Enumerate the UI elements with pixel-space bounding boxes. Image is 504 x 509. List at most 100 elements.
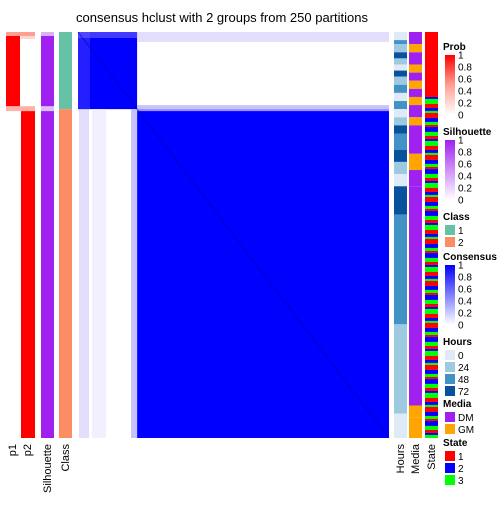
hours-legend-title: Hours (443, 337, 472, 348)
media-cell (409, 405, 422, 418)
prob-legend-tick: 0.8 (458, 63, 472, 74)
hours-legend-swatch (445, 350, 455, 360)
state-cell (425, 126, 438, 132)
state-cell (425, 425, 438, 430)
state-cell (425, 378, 438, 384)
state-cell (425, 341, 438, 346)
state-cell (425, 355, 438, 360)
track-label-silhouette: Silhouette (42, 444, 54, 493)
media-cell (409, 117, 422, 126)
consensus-legend-tick: 1 (458, 261, 464, 272)
state-cell (425, 224, 438, 230)
legend-panel: Prob10.80.60.40.20Silhouette10.80.60.40.… (443, 42, 497, 487)
state-cell (425, 275, 438, 279)
state-cell (425, 124, 438, 127)
state-cell (425, 364, 438, 370)
state-cell (425, 278, 438, 281)
media-legend-swatch (445, 424, 455, 434)
consensus-legend-colorbar (445, 265, 455, 325)
left-annotation-tracks (6, 32, 72, 438)
prob-legend-tick: 0.2 (458, 99, 472, 110)
media-cell (409, 96, 422, 106)
state-cell (425, 289, 438, 293)
state-cell (425, 390, 438, 393)
media-cell (409, 417, 422, 438)
hours-cell (394, 161, 407, 175)
state-cell (425, 299, 438, 304)
state-cell (425, 131, 438, 136)
state-cell (425, 322, 438, 328)
state-cell (425, 345, 438, 349)
hours-cell (394, 133, 407, 150)
track-label-hours: Hours (395, 444, 407, 474)
state-cell (425, 313, 438, 318)
state-cell (425, 152, 438, 155)
state-cell (425, 243, 438, 248)
class-legend-title: Class (443, 212, 470, 223)
state-cell (425, 205, 438, 209)
state-cell (425, 98, 438, 104)
state-cell (425, 320, 438, 323)
state-cell (425, 336, 438, 342)
state-cell (425, 397, 438, 402)
state-legend-item: 1 (458, 452, 464, 463)
state-cell (425, 215, 438, 220)
state-cell (425, 383, 438, 388)
state-cell (425, 201, 438, 206)
state-cell (425, 236, 438, 239)
silhouette-low-row (41, 32, 54, 36)
silhouette-legend-tick: 0.6 (458, 160, 472, 171)
hours-legend-swatch (445, 374, 455, 384)
media-legend-swatch (445, 412, 455, 422)
state-cell (425, 196, 438, 202)
media-cell (409, 186, 422, 406)
state-cell (425, 387, 438, 391)
silhouette-legend-tick: 0.4 (458, 172, 472, 183)
hours-cell (394, 125, 407, 134)
state-cell (425, 159, 438, 164)
state-cell (425, 271, 438, 276)
hours-legend-item: 48 (458, 375, 470, 386)
class-legend-item: 1 (458, 226, 464, 237)
media-legend-item: DM (458, 413, 474, 424)
consensus-legend-tick: 0.6 (458, 285, 472, 296)
consensus-band (131, 109, 138, 438)
media-legend-title: Media (443, 399, 472, 410)
prob-top-row (21, 36, 35, 39)
consensus-legend-title: Consensus (443, 252, 497, 263)
hours-cell (394, 214, 407, 325)
consensus-legend-tick: 0.8 (458, 273, 472, 284)
p2-group2-cell (21, 109, 35, 438)
hours-cell (394, 149, 407, 162)
prob-legend-tick: 0 (458, 111, 464, 122)
state-cell (425, 306, 438, 309)
state-cell (425, 401, 438, 405)
hours-legend-item: 0 (458, 351, 464, 362)
consensus-band (92, 109, 106, 438)
state-cell (425, 411, 438, 416)
state-cell (425, 359, 438, 363)
state-cell (425, 180, 438, 183)
state-cell (425, 369, 438, 374)
state-cell (425, 145, 438, 150)
hours-cell (394, 109, 407, 118)
state-cell (425, 238, 438, 244)
hours-cell (394, 32, 407, 41)
state-legend-swatch (445, 475, 455, 485)
silhouette-legend-colorbar (445, 140, 455, 200)
state-cell (425, 117, 438, 122)
state-cell (425, 285, 438, 290)
state-cell (425, 418, 438, 421)
hours-cell (394, 64, 407, 71)
class-legend-swatch (445, 237, 455, 247)
state-cell (425, 420, 438, 426)
state-legend-swatch (445, 463, 455, 473)
consensus-band (137, 32, 389, 42)
state-cell (425, 32, 438, 97)
track-labels: p1 p2 Silhouette Class Hours Media State (7, 443, 438, 493)
state-cell (425, 317, 438, 321)
hours-cell (394, 174, 407, 187)
state-cell (425, 96, 438, 99)
state-cell (425, 103, 438, 108)
